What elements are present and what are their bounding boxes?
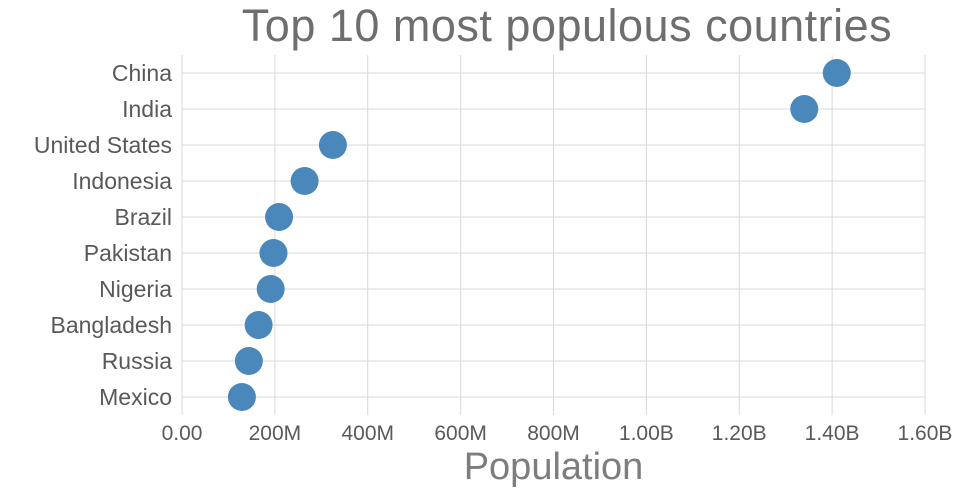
data-point bbox=[290, 167, 319, 195]
data-point bbox=[227, 383, 256, 411]
y-category-label: India bbox=[122, 96, 172, 122]
data-point bbox=[234, 347, 263, 375]
y-category-label: Brazil bbox=[114, 204, 172, 230]
data-point bbox=[318, 131, 347, 159]
chart-title: Top 10 most populous countries bbox=[241, 0, 893, 51]
x-tick-label: 1.00B bbox=[619, 422, 674, 445]
y-category-label: Indonesia bbox=[72, 168, 172, 194]
x-axis-title: Population bbox=[463, 446, 644, 488]
y-category-label: Bangladesh bbox=[51, 312, 173, 338]
y-category-label: United States bbox=[34, 132, 172, 158]
y-category-label: Russia bbox=[102, 348, 173, 374]
x-tick-label: 200M bbox=[249, 422, 302, 445]
x-tick-label: 1.60B bbox=[898, 422, 953, 445]
y-category-label: Pakistan bbox=[84, 240, 172, 266]
data-point bbox=[244, 311, 273, 339]
x-tick-label: 0.00 bbox=[162, 422, 203, 445]
x-tick-label: 400M bbox=[341, 422, 394, 445]
y-category-label: Mexico bbox=[99, 384, 172, 410]
x-tick-label: 1.40B bbox=[805, 422, 860, 445]
x-tick-label: 800M bbox=[527, 422, 580, 445]
data-point bbox=[790, 95, 819, 123]
x-tick-label: 600M bbox=[434, 422, 487, 445]
data-point bbox=[822, 59, 851, 87]
x-tick-label: 1.20B bbox=[712, 422, 767, 445]
y-category-label: Nigeria bbox=[99, 276, 172, 302]
data-point bbox=[265, 203, 294, 231]
data-point bbox=[256, 275, 285, 303]
data-point bbox=[259, 239, 288, 267]
y-category-label: China bbox=[112, 60, 172, 86]
